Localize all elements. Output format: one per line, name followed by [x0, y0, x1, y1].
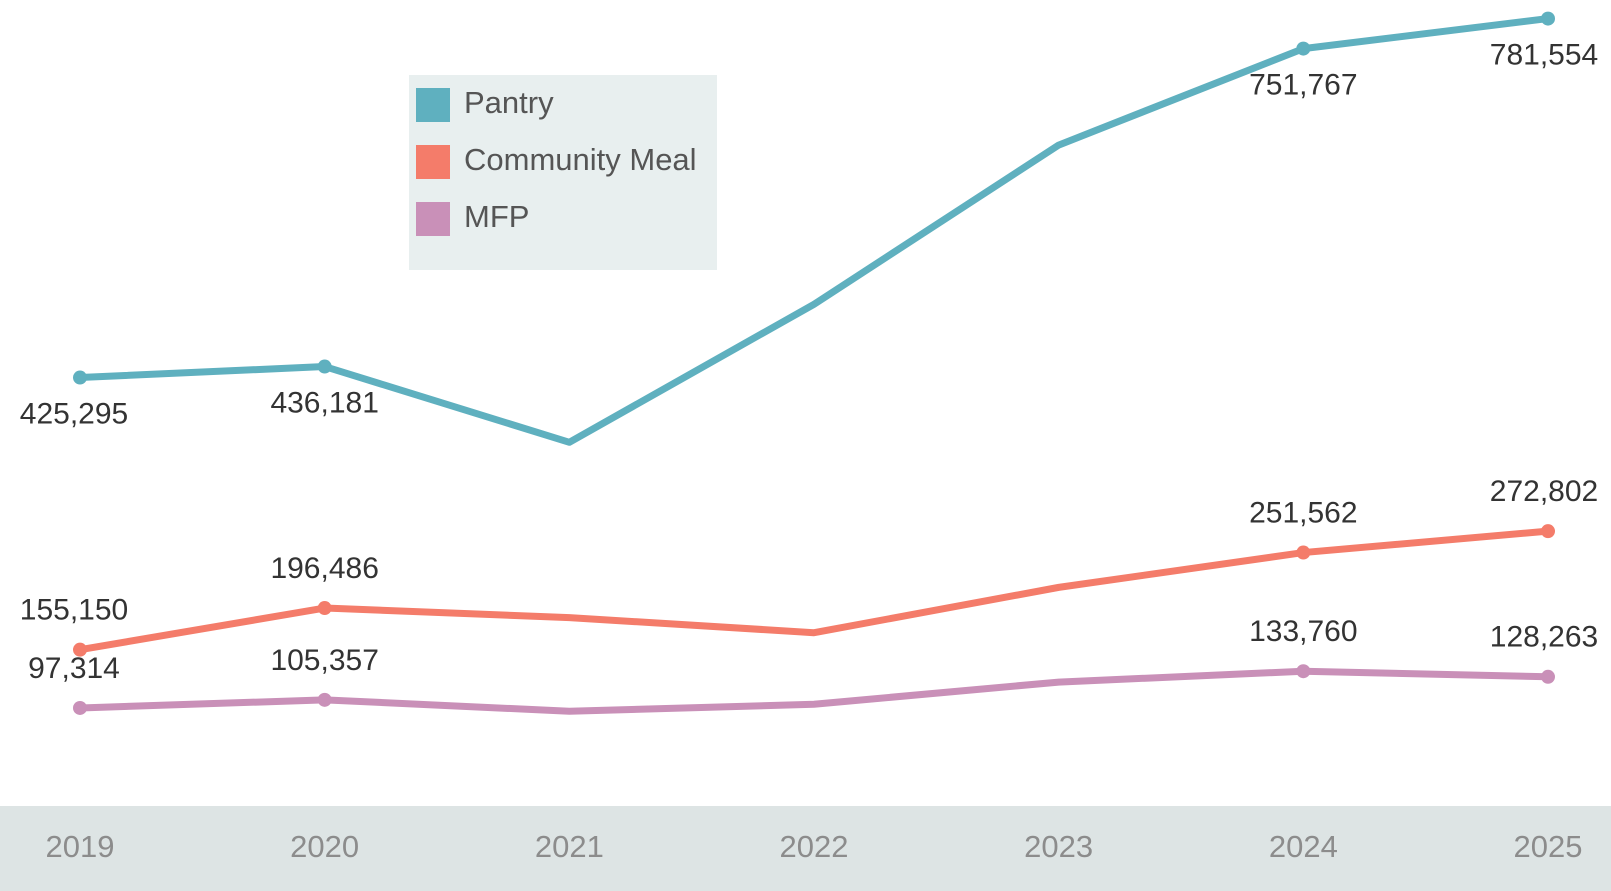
data-label: 751,767: [1249, 69, 1357, 102]
x-tick-label: 2023: [1024, 829, 1093, 864]
data-point: [1296, 545, 1311, 560]
legend-label: Community Meal: [464, 142, 697, 177]
x-tick-label: 2019: [46, 829, 115, 864]
data-label: 133,760: [1249, 615, 1357, 648]
data-point: [1541, 669, 1555, 684]
data-point: [73, 700, 87, 715]
x-tick-label: 2020: [290, 829, 359, 864]
x-tick-label: 2024: [1269, 829, 1338, 864]
data-point: [1541, 11, 1555, 26]
legend-label: Pantry: [464, 85, 554, 120]
data-point: [73, 642, 87, 657]
data-point: [317, 601, 332, 616]
data-label: 251,562: [1249, 496, 1357, 529]
x-axis-band: [0, 806, 1611, 891]
data-label: 436,181: [270, 386, 378, 419]
data-label: 105,357: [270, 644, 378, 677]
x-tick-label: 2022: [780, 829, 849, 864]
data-point: [317, 359, 332, 374]
data-point: [1296, 664, 1311, 679]
data-point: [1296, 41, 1311, 56]
data-point: [1541, 524, 1555, 539]
data-label: 425,295: [20, 397, 128, 430]
series-line: [76, 667, 1552, 715]
data-point: [73, 370, 87, 385]
legend-box: [409, 75, 717, 270]
legend: Pantry Community Meal MFP: [409, 75, 717, 270]
legend-swatch: [416, 202, 450, 236]
legend-swatch: [416, 145, 450, 179]
legend-label: MFP: [464, 199, 529, 234]
data-label: 196,486: [270, 552, 378, 585]
data-label: 272,802: [1490, 475, 1598, 508]
x-tick-label: 2025: [1514, 829, 1583, 864]
legend-swatch: [416, 88, 450, 122]
data-label: 155,150: [20, 594, 128, 627]
data-point: [317, 692, 332, 707]
data-label: 128,263: [1490, 621, 1598, 654]
x-tick-label: 2021: [535, 829, 604, 864]
data-label: 781,554: [1490, 39, 1598, 72]
data-label: 97,314: [28, 652, 120, 685]
